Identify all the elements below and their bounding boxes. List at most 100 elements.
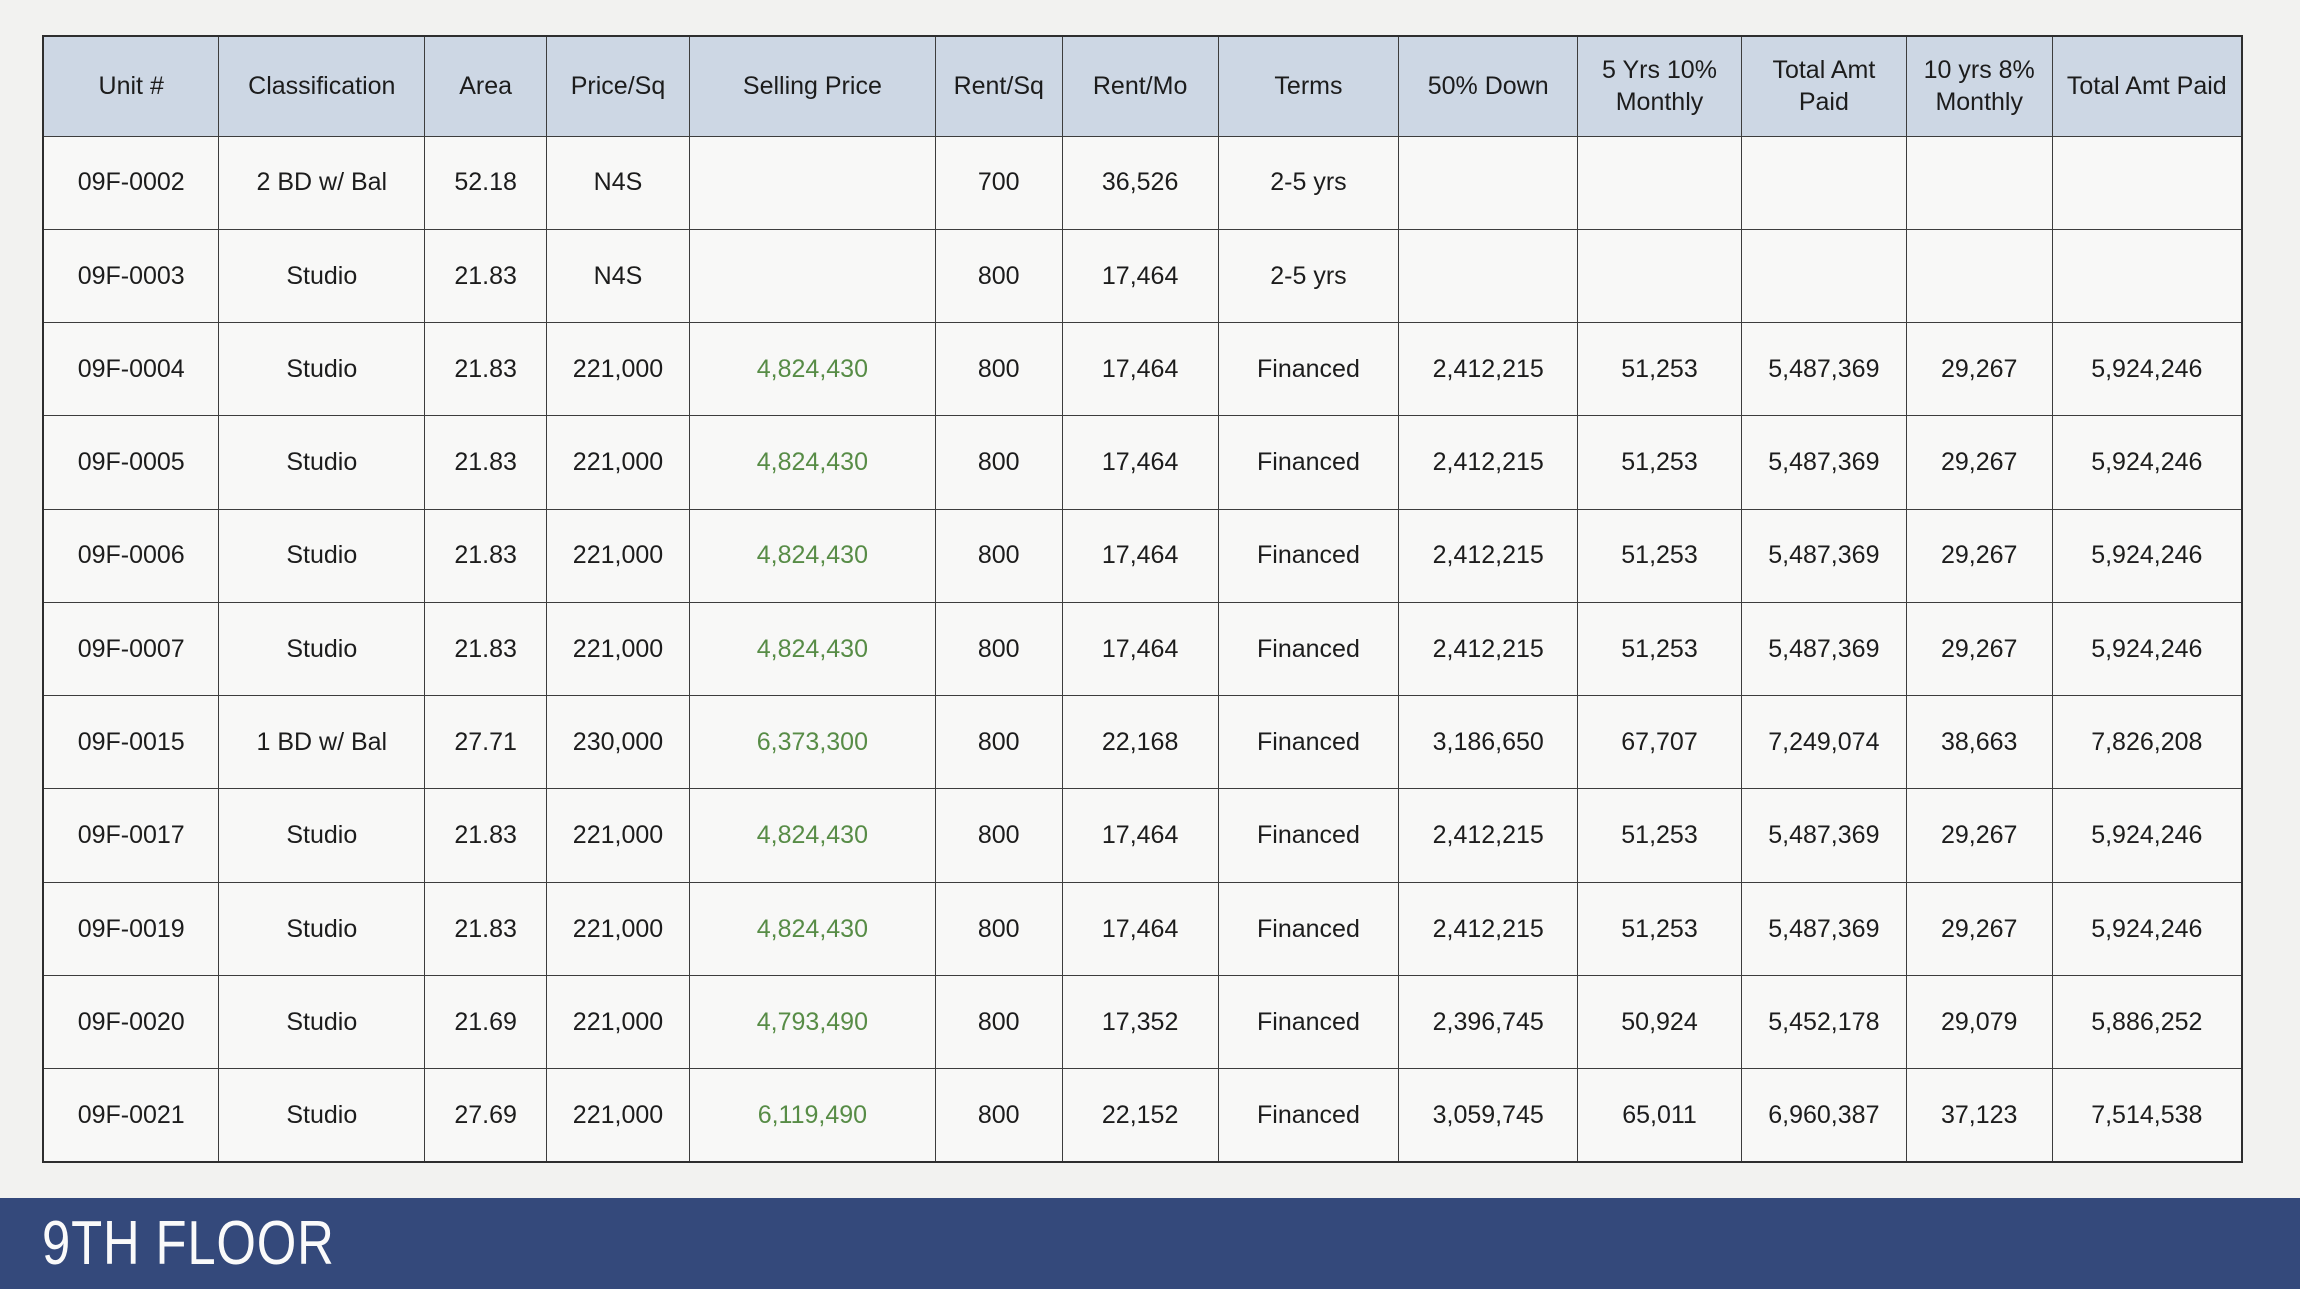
cell-terms: Financed bbox=[1217, 881, 1400, 976]
cell-total_5yr bbox=[1740, 228, 1907, 324]
cell-area: 21.83 bbox=[424, 322, 548, 417]
cell-classification: Studio bbox=[218, 1068, 426, 1163]
cell-selling_price bbox=[688, 135, 936, 230]
cell-terms: Financed bbox=[1217, 788, 1400, 883]
table-row: 09F-0005 Studio 21.83 221,000 4,824,430 800 17… bbox=[42, 415, 2243, 510]
cell-monthly_10yr: 37,123 bbox=[1905, 1068, 2053, 1163]
cell-down_50: 3,186,650 bbox=[1398, 695, 1579, 790]
cell-total_5yr: 5,487,369 bbox=[1740, 881, 1907, 976]
cell-terms: Financed bbox=[1217, 601, 1400, 697]
cell-classification: Studio bbox=[218, 228, 426, 324]
cell-classification: Studio bbox=[218, 415, 426, 510]
cell-rent_sq: 800 bbox=[934, 1068, 1063, 1163]
cell-classification: Studio bbox=[218, 881, 426, 976]
cell-rent_mo: 36,526 bbox=[1061, 135, 1219, 230]
cell-rent_sq: 800 bbox=[934, 974, 1063, 1070]
cell-rent_sq: 800 bbox=[934, 415, 1063, 510]
cell-total_10yr: 7,514,538 bbox=[2051, 1068, 2243, 1163]
table-header-row: Unit # Classification Area Price/Sq Selling … bbox=[42, 35, 2243, 137]
cell-unit: 09F-0003 bbox=[42, 228, 220, 324]
table-row: 09F-0021 Studio 27.69 221,000 6,119,490 800 22… bbox=[42, 1068, 2243, 1163]
cell-area: 21.83 bbox=[424, 415, 548, 510]
cell-classification: 1 BD w/ Bal bbox=[218, 695, 426, 790]
cell-monthly_5yr: 65,011 bbox=[1577, 1068, 1742, 1163]
cell-area: 21.83 bbox=[424, 508, 548, 603]
cell-total_10yr: 5,924,246 bbox=[2051, 601, 2243, 697]
cell-monthly_5yr: 51,253 bbox=[1577, 415, 1742, 510]
cell-selling_price: 4,793,490 bbox=[688, 974, 936, 1070]
column-header-total_5yr: Total Amt Paid bbox=[1740, 35, 1907, 137]
cell-monthly_10yr bbox=[1905, 135, 2053, 230]
cell-unit: 09F-0017 bbox=[42, 788, 220, 883]
cell-unit: 09F-0004 bbox=[42, 322, 220, 417]
column-header-selling_price: Selling Price bbox=[688, 35, 936, 137]
cell-rent_sq: 800 bbox=[934, 228, 1063, 324]
cell-rent_mo: 17,464 bbox=[1061, 322, 1219, 417]
cell-down_50: 2,412,215 bbox=[1398, 788, 1579, 883]
cell-monthly_5yr: 51,253 bbox=[1577, 322, 1742, 417]
cell-rent_mo: 17,464 bbox=[1061, 508, 1219, 603]
cell-down_50 bbox=[1398, 228, 1579, 324]
cell-down_50: 2,412,215 bbox=[1398, 881, 1579, 976]
table-row: 09F-0015 1 BD w/ Bal 27.71 230,000 6,373,300… bbox=[42, 695, 2243, 790]
cell-monthly_5yr bbox=[1577, 228, 1742, 324]
table-row: 09F-0004 Studio 21.83 221,000 4,824,430 800 17… bbox=[42, 322, 2243, 417]
cell-terms: Financed bbox=[1217, 695, 1400, 790]
cell-rent_mo: 17,464 bbox=[1061, 881, 1219, 976]
column-header-terms: Terms bbox=[1217, 35, 1400, 137]
cell-unit: 09F-0006 bbox=[42, 508, 220, 603]
cell-monthly_5yr: 51,253 bbox=[1577, 601, 1742, 697]
cell-price_sq: 221,000 bbox=[546, 415, 690, 510]
cell-classification: Studio bbox=[218, 974, 426, 1070]
cell-rent_mo: 17,464 bbox=[1061, 228, 1219, 324]
cell-classification: Studio bbox=[218, 322, 426, 417]
cell-down_50: 2,412,215 bbox=[1398, 415, 1579, 510]
table-body: 09F-0002 2 BD w/ Bal 52.18 N4S 700 36,526 2-5 … bbox=[42, 135, 2243, 1163]
cell-total_5yr: 5,487,369 bbox=[1740, 788, 1907, 883]
cell-rent_mo: 17,464 bbox=[1061, 415, 1219, 510]
cell-down_50 bbox=[1398, 135, 1579, 230]
cell-price_sq: 221,000 bbox=[546, 1068, 690, 1163]
cell-classification: Studio bbox=[218, 508, 426, 603]
table-row: 09F-0003 Studio 21.83 N4S 800 17,464 2-5 yrs bbox=[42, 228, 2243, 324]
cell-area: 21.83 bbox=[424, 601, 548, 697]
cell-total_10yr bbox=[2051, 135, 2243, 230]
cell-monthly_10yr: 29,267 bbox=[1905, 601, 2053, 697]
cell-selling_price: 4,824,430 bbox=[688, 881, 936, 976]
cell-unit: 09F-0007 bbox=[42, 601, 220, 697]
table-row: 09F-0002 2 BD w/ Bal 52.18 N4S 700 36,526 2-5 … bbox=[42, 135, 2243, 230]
table-row: 09F-0019 Studio 21.83 221,000 4,824,430 800 17… bbox=[42, 881, 2243, 976]
cell-monthly_5yr: 51,253 bbox=[1577, 788, 1742, 883]
cell-terms: Financed bbox=[1217, 322, 1400, 417]
cell-monthly_5yr: 67,707 bbox=[1577, 695, 1742, 790]
cell-classification: Studio bbox=[218, 788, 426, 883]
cell-monthly_10yr: 29,267 bbox=[1905, 881, 2053, 976]
column-header-monthly_10yr: 10 yrs 8% Monthly bbox=[1905, 35, 2053, 137]
cell-monthly_5yr bbox=[1577, 135, 1742, 230]
cell-rent_sq: 700 bbox=[934, 135, 1063, 230]
table-row: 09F-0017 Studio 21.83 221,000 4,824,430 800 17… bbox=[42, 788, 2243, 883]
cell-unit: 09F-0019 bbox=[42, 881, 220, 976]
table-row: 09F-0007 Studio 21.83 221,000 4,824,430 800 17… bbox=[42, 601, 2243, 697]
cell-selling_price: 4,824,430 bbox=[688, 601, 936, 697]
cell-unit: 09F-0021 bbox=[42, 1068, 220, 1163]
cell-selling_price: 4,824,430 bbox=[688, 508, 936, 603]
cell-rent_mo: 17,464 bbox=[1061, 788, 1219, 883]
column-header-unit: Unit # bbox=[42, 35, 220, 137]
cell-rent_sq: 800 bbox=[934, 601, 1063, 697]
cell-selling_price: 4,824,430 bbox=[688, 788, 936, 883]
cell-price_sq: 221,000 bbox=[546, 322, 690, 417]
cell-terms: Financed bbox=[1217, 415, 1400, 510]
cell-unit: 09F-0002 bbox=[42, 135, 220, 230]
cell-unit: 09F-0015 bbox=[42, 695, 220, 790]
column-header-rent_mo: Rent/Mo bbox=[1061, 35, 1219, 137]
cell-total_5yr: 5,487,369 bbox=[1740, 601, 1907, 697]
cell-total_5yr bbox=[1740, 135, 1907, 230]
cell-selling_price: 6,119,490 bbox=[688, 1068, 936, 1163]
cell-rent_mo: 22,152 bbox=[1061, 1068, 1219, 1163]
cell-monthly_5yr: 50,924 bbox=[1577, 974, 1742, 1070]
cell-total_10yr: 5,886,252 bbox=[2051, 974, 2243, 1070]
cell-selling_price: 4,824,430 bbox=[688, 322, 936, 417]
table-row: 09F-0020 Studio 21.69 221,000 4,793,490 800 17… bbox=[42, 974, 2243, 1070]
cell-total_5yr: 5,487,369 bbox=[1740, 508, 1907, 603]
